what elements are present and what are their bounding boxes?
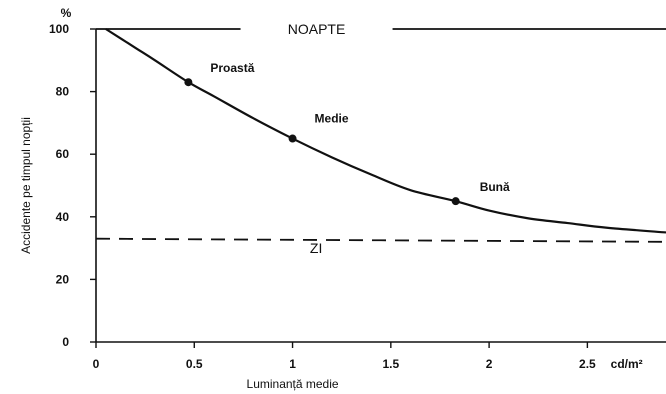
y-tick-label-1: 20 <box>56 272 70 286</box>
x-tick-label-2: 1 <box>289 357 296 371</box>
point-label-0: Proastă <box>210 61 254 75</box>
y-axis-title: Accidente pe timpul nopții <box>19 117 33 254</box>
x-tick-label-5: 2.5 <box>579 357 596 371</box>
point-marker-0 <box>184 78 193 87</box>
y-axis-unit: % <box>61 6 72 20</box>
x-axis-unit: cd/m² <box>611 357 643 371</box>
y-tick-label-5: 100 <box>49 22 69 36</box>
y-tick-label-3: 60 <box>56 147 70 161</box>
point-label-1: Medie <box>315 112 349 126</box>
x-tick-label-3: 1.5 <box>382 357 399 371</box>
x-tick-label-4: 2 <box>486 357 493 371</box>
point-marker-2 <box>451 197 460 206</box>
series-line-1 <box>95 237 666 243</box>
point-marker-1 <box>288 134 297 143</box>
x-tick-label-0: 0 <box>93 357 100 371</box>
y-tick-label-4: 80 <box>56 85 70 99</box>
annotation-noapte: NOAPTE <box>288 21 346 37</box>
y-tick-label-2: 40 <box>56 210 70 224</box>
point-label-2: Bună <box>480 180 510 194</box>
annotation-zi: ZI <box>310 240 322 256</box>
x-axis-title: Luminanță medie <box>247 377 339 391</box>
y-tick-label-0: 0 <box>62 335 69 349</box>
x-tick-label-1: 0.5 <box>186 357 203 371</box>
series-line-0 <box>105 28 666 234</box>
